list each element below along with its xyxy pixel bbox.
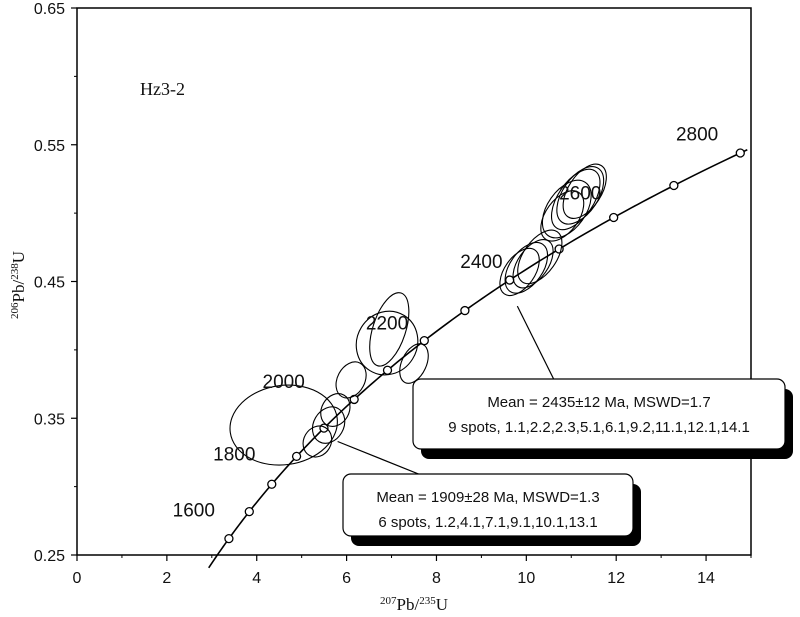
annotation-line-1: Mean = 1909±28 Ma, MSWD=1.3 — [376, 489, 599, 506]
y-tick-label: 0.35 — [34, 411, 65, 428]
annotation-box — [342, 473, 634, 537]
y-axis-label-sup1: 206 — [9, 302, 21, 319]
annotation-line-2: 9 spots, 1.1,2.2,2.3,5.1,6.1,9.2,11.1,12… — [448, 419, 750, 436]
y-axis-label-sup2: 238 — [9, 263, 21, 280]
concordia-age-marker — [224, 533, 234, 544]
y-tick-label: 0.25 — [34, 548, 65, 565]
annotation-line-1: Mean = 2435±12 Ma, MSWD=1.7 — [487, 394, 710, 411]
x-axis-label-base: Pb/ — [397, 595, 420, 614]
x-axis-label-sup2: 235 — [419, 595, 436, 607]
error-ellipse — [320, 393, 351, 427]
concordia-age-label: 2400 — [460, 252, 502, 273]
error-ellipse — [541, 179, 592, 239]
x-tick-label: 10 — [517, 570, 535, 587]
concordia-age-labels: 1600 1800 2000 2200 2400 2600 2800 — [173, 125, 719, 522]
concordia-age-marker — [505, 275, 515, 285]
x-tick-label: 12 — [607, 570, 625, 587]
concordia-age-label: 2200 — [366, 313, 408, 334]
concordia-age-marker — [669, 180, 679, 191]
concordia-age-marker — [419, 336, 429, 346]
error-ellipse — [302, 425, 333, 458]
y-tick-label: 0.65 — [34, 1, 65, 18]
concordia-age-label: 1600 — [173, 501, 215, 522]
concordia-age-label: 2600 — [559, 183, 601, 204]
error-ellipse — [399, 343, 429, 384]
concordia-age-label: 2800 — [676, 125, 718, 146]
concordia-age-marker — [267, 479, 277, 489]
concordia-age-marker — [244, 506, 254, 517]
error-ellipses — [229, 163, 607, 466]
annotation-box — [412, 378, 786, 450]
error-ellipse — [311, 406, 346, 444]
y-tick-label: 0.55 — [34, 138, 65, 155]
axes: 0 2 4 6 8 10 12 14 0.25 0.35 0.45 0.55 0.65 — [34, 1, 752, 587]
annotation-line-2: 6 spots, 1.2,4.1,7.1,9.1,10.1,13.1 — [378, 514, 597, 531]
x-axis-label: 207Pb/235U — [380, 595, 448, 614]
error-ellipse — [229, 384, 338, 466]
y-axis-label: 206Pb/238U — [9, 251, 28, 319]
concordia-age-marker — [735, 148, 745, 158]
annotation-boxes: Mean = 2435±12 Ma, MSWD=1.7 9 spots, 1.1,… — [337, 305, 793, 546]
y-axis-label-base: Pb/ — [9, 280, 28, 303]
concordia-age-label: 2000 — [263, 372, 305, 393]
concordia-age-marker — [609, 212, 619, 223]
error-ellipse — [562, 163, 607, 219]
error-ellipse — [499, 247, 540, 297]
error-ellipse — [504, 241, 549, 294]
error-ellipse — [335, 361, 367, 399]
x-tick-label: 2 — [162, 570, 171, 587]
error-ellipse — [517, 229, 563, 285]
x-tick-label: 14 — [697, 570, 715, 587]
x-axis-label-sup1: 207 — [380, 595, 397, 607]
concordia-curve — [208, 148, 748, 569]
x-tick-label: 4 — [252, 570, 261, 587]
y-axis-label-tail: U — [9, 251, 28, 263]
concordia-age-marker — [291, 451, 302, 462]
x-axis-label-tail: U — [436, 595, 448, 614]
concordia-age-marker — [382, 365, 393, 375]
concordia-age-label: 1800 — [213, 445, 255, 466]
error-ellipse — [369, 292, 410, 367]
x-tick-label: 8 — [432, 570, 441, 587]
sample-label: Hz3-2 — [140, 79, 185, 99]
x-tick-label: 0 — [73, 570, 82, 587]
concordia-age-marker — [349, 394, 359, 405]
concordia-age-marker — [460, 305, 470, 316]
error-ellipse — [540, 190, 585, 242]
error-ellipse — [355, 310, 419, 376]
x-tick-label: 6 — [342, 570, 351, 587]
y-tick-label: 0.45 — [34, 275, 65, 292]
